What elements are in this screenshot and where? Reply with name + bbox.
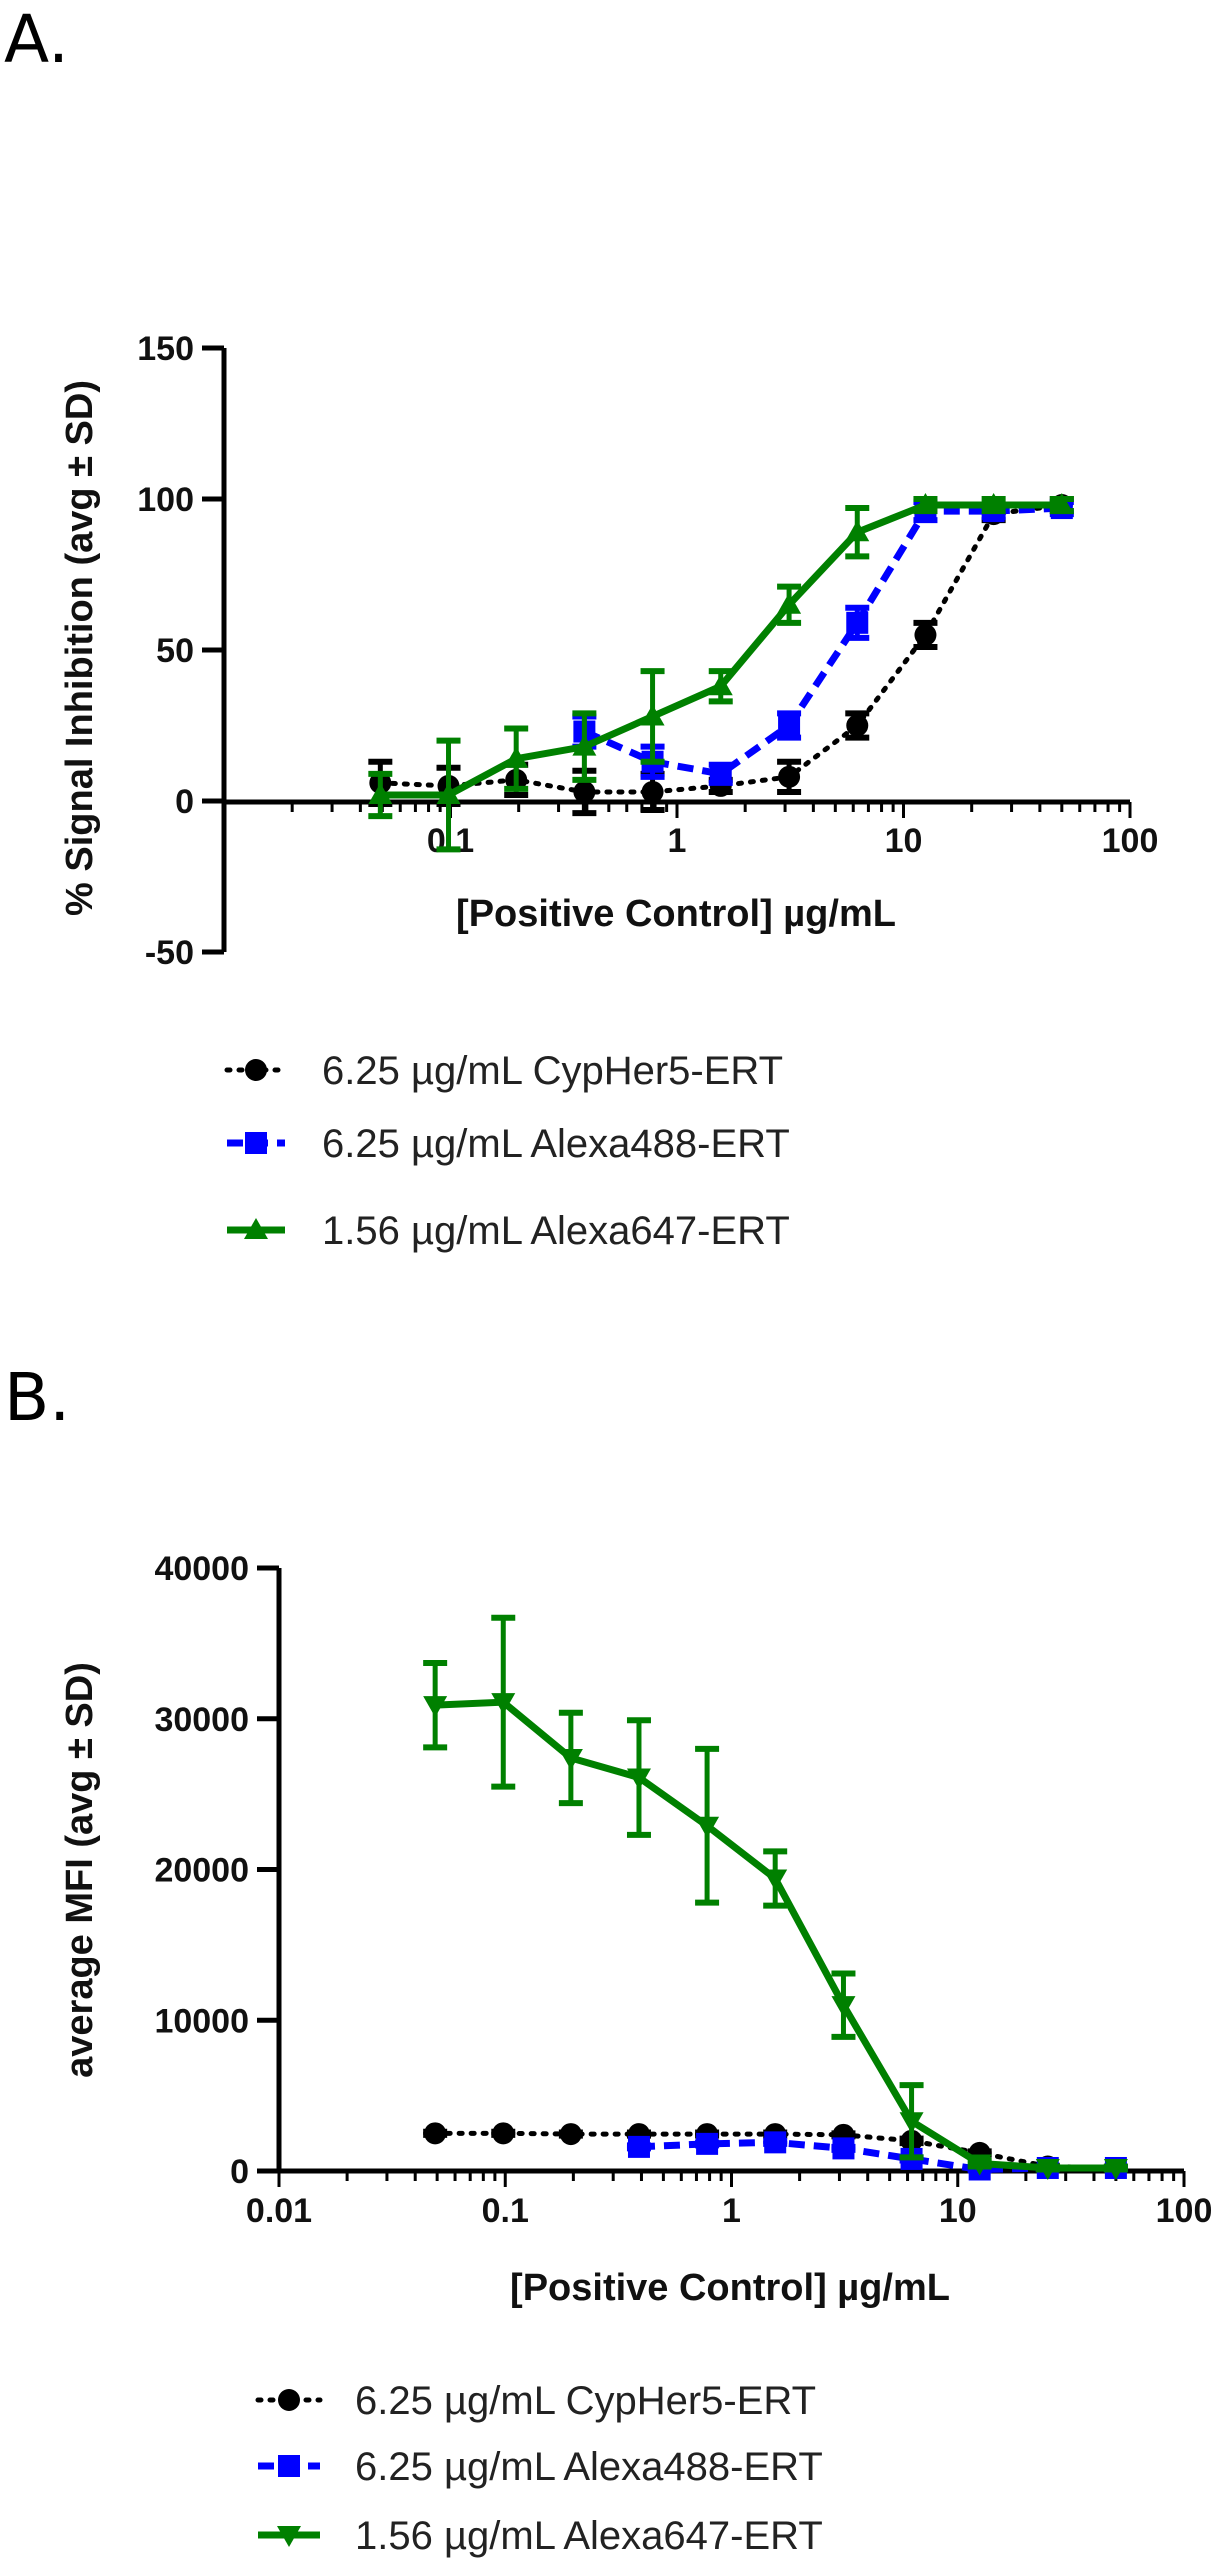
- data-point: [424, 2122, 447, 2145]
- data-point: [368, 782, 393, 804]
- series-line: [435, 1698, 1116, 2172]
- x-tick-label: 100: [1156, 2192, 1213, 2230]
- data-point: [777, 592, 802, 614]
- series-line: [380, 501, 1062, 799]
- data-point: [695, 1816, 720, 1838]
- data-point: [913, 493, 938, 515]
- legend-label: 6.25 µg/mL CypHer5-ERT: [355, 2379, 816, 2423]
- y-tick-label: 150: [137, 330, 194, 368]
- series-1: [572, 497, 1074, 786]
- data-point: [491, 1693, 516, 1715]
- legend-marker: [277, 2526, 301, 2547]
- x-tick-label: 10: [885, 822, 923, 860]
- data-point: [967, 2154, 992, 2176]
- data-point: [696, 2132, 719, 2155]
- x-tick-label: 100: [1102, 822, 1159, 860]
- data-point: [764, 2131, 787, 2154]
- data-point: [846, 714, 869, 737]
- x-axis-label-a: [Positive Control] µg/mL: [456, 893, 896, 935]
- x-axis-label-b: [Positive Control] µg/mL: [510, 2267, 950, 2309]
- y-tick-label: 0: [230, 2153, 249, 2191]
- data-point: [423, 1696, 448, 1718]
- data-point: [832, 2137, 855, 2160]
- y-axis-label-b: average MFI (avg ± SD): [59, 1662, 101, 2078]
- data-point: [778, 765, 801, 788]
- data-point: [831, 1996, 856, 2018]
- y-tick-label: -50: [145, 934, 194, 972]
- x-tick-label: 0.1: [482, 2192, 529, 2230]
- legend-marker: [278, 2389, 300, 2411]
- legend-marker: [245, 1132, 267, 1154]
- y-tick-label: 30000: [154, 1701, 249, 1739]
- legend-label: 1.56 µg/mL Alexa647-ERT: [322, 1209, 790, 1253]
- chart-b: B. [Positive Control] µg/mL average MFI …: [4, 1359, 1212, 2558]
- legend-label: 6.25 µg/mL Alexa488-ERT: [322, 1122, 790, 1166]
- panel-label-a: A.: [4, 1, 69, 78]
- data-point: [640, 704, 665, 726]
- data-point: [641, 780, 664, 803]
- x-tick-label: 0.01: [246, 2192, 312, 2230]
- legend-marker: [244, 1218, 268, 1239]
- data-point: [1035, 2158, 1060, 2180]
- data-point: [558, 1748, 583, 1770]
- data-point: [708, 674, 733, 696]
- y-tick-label: 40000: [154, 1550, 249, 1588]
- data-point: [763, 1869, 788, 1891]
- data-point: [846, 611, 869, 634]
- legend-item-2: 1.56 µg/mL Alexa647-ERT: [227, 1209, 790, 1253]
- x-tick-label: 10: [939, 2192, 977, 2230]
- series-2: [423, 1614, 1128, 2180]
- y-tick-label: 0: [175, 783, 194, 821]
- legend-item-1: 6.25 µg/mL Alexa488-ERT: [227, 1122, 790, 1166]
- series-line: [377, 502, 1065, 795]
- data-point: [899, 2112, 924, 2134]
- x-tick-label: 1: [722, 2192, 741, 2230]
- y-tick-label: 100: [137, 481, 194, 519]
- series-2: [368, 493, 1074, 853]
- legend-label: 6.25 µg/mL CypHer5-ERT: [322, 1049, 783, 1093]
- data-point: [1049, 493, 1074, 515]
- data-point: [573, 780, 596, 803]
- legend-label: 6.25 µg/mL Alexa488-ERT: [355, 2445, 823, 2489]
- data-point: [572, 734, 597, 756]
- legend-item-1: 6.25 µg/mL Alexa488-ERT: [258, 2445, 823, 2489]
- legend-label: 1.56 µg/mL Alexa647-ERT: [355, 2514, 823, 2558]
- data-point: [845, 520, 870, 542]
- data-point: [436, 782, 461, 804]
- y-tick-label: 50: [156, 632, 194, 670]
- data-point: [778, 714, 801, 737]
- legend-marker: [278, 2455, 300, 2477]
- data-point: [627, 2135, 650, 2158]
- data-point: [559, 2123, 582, 2146]
- legend-item-0: 6.25 µg/mL CypHer5-ERT: [255, 2379, 816, 2423]
- data-point: [981, 493, 1006, 515]
- y-tick-label: 10000: [154, 2002, 249, 2040]
- data-point: [709, 762, 732, 785]
- x-tick-label: 1: [668, 822, 687, 860]
- series-line: [582, 504, 1062, 778]
- data-point: [504, 746, 529, 768]
- data-point: [1103, 2158, 1128, 2180]
- data-point: [914, 623, 937, 646]
- chart-a: A. [Positive Control] µg/mL % Signal Inh…: [4, 1, 1158, 1253]
- panel-label-b: B.: [4, 1359, 70, 1436]
- y-axis-label-a: % Signal Inhibition (avg ± SD): [59, 380, 101, 916]
- legend-item-0: 6.25 µg/mL CypHer5-ERT: [224, 1049, 783, 1093]
- legend-item-2: 1.56 µg/mL Alexa647-ERT: [258, 2514, 823, 2558]
- data-point: [492, 2122, 515, 2145]
- y-tick-label: 20000: [154, 1852, 249, 1890]
- legend-marker: [245, 1059, 267, 1081]
- data-point: [626, 1768, 651, 1790]
